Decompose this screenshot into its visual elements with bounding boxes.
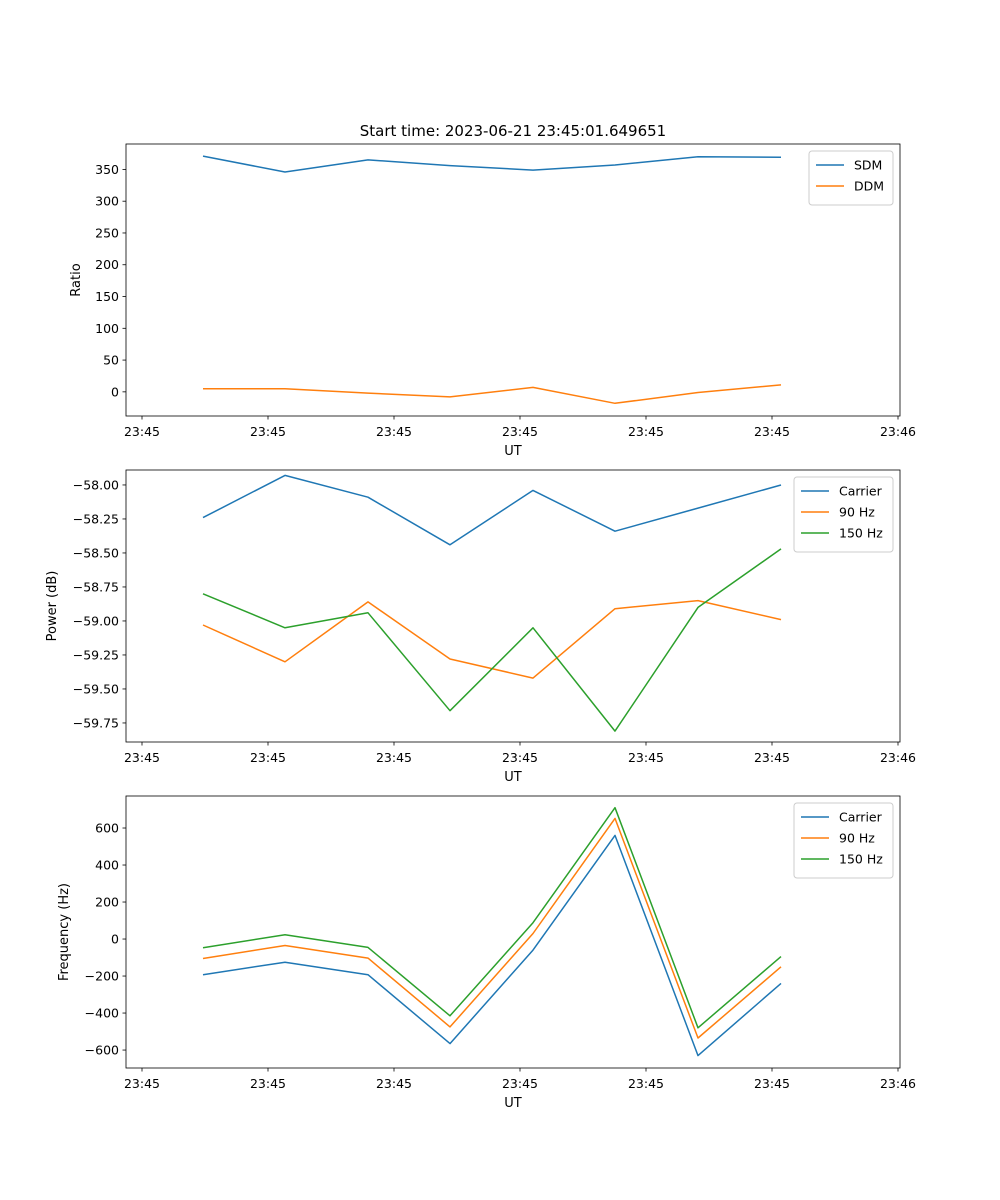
- y-tick-label: 300: [95, 194, 119, 209]
- figure-title: Start time: 2023-06-21 23:45:01.649651: [360, 122, 666, 140]
- y-tick-label: 150: [95, 289, 119, 304]
- x-tick-label: 23:45: [628, 1076, 664, 1091]
- series-line-90-hz: [202, 817, 782, 1039]
- x-tick-label: 23:45: [502, 1076, 538, 1091]
- x-tick-label: 23:46: [880, 1076, 916, 1091]
- subplot-1: 0 50 100 150 200 250 300 350 23:45 23:45 23:45 23:4…: [69, 143, 916, 459]
- series-line-sdm: [202, 155, 782, 173]
- series-line-carrier: [202, 834, 782, 1057]
- x-tick-label: 23:45: [376, 1076, 412, 1091]
- y-tick-label: −58.25: [73, 511, 119, 526]
- axes-frame: [125, 143, 901, 417]
- legend-entry: SDM: [854, 158, 882, 173]
- x-tick-label: 23:45: [754, 750, 790, 765]
- legend-entry: 150 Hz: [839, 852, 883, 867]
- x-axis-label: UT: [504, 1096, 522, 1111]
- x-tick-label: 23:46: [880, 424, 916, 439]
- x-axis-label: UT: [504, 444, 522, 459]
- series-line-ddm: [203, 384, 782, 405]
- legend-entry: 90 Hz: [839, 831, 875, 846]
- x-tick-label: 23:45: [376, 750, 412, 765]
- y-tick-label: 250: [95, 225, 119, 240]
- legend-entry: 90 Hz: [839, 505, 875, 520]
- legend-entry: Carrier: [839, 484, 883, 499]
- y-tick-label: 600: [95, 821, 119, 836]
- x-tick-label: 23:45: [628, 424, 664, 439]
- x-tick-label: 23:45: [376, 424, 412, 439]
- y-tick-label: −58.00: [73, 477, 119, 492]
- subplot-3: −600 −400 −200 0 200 400 600 23:45 23:45 23:45 23:…: [57, 795, 916, 1111]
- x-tick-label: 23:45: [250, 750, 286, 765]
- x-tick-label: 23:45: [754, 424, 790, 439]
- x-tick-label: 23:45: [628, 750, 664, 765]
- y-tick-label: 350: [95, 162, 119, 177]
- axes-frame: [125, 795, 901, 1069]
- axes-frame: [125, 469, 901, 743]
- series-line-150-hz: [202, 548, 782, 732]
- y-tick-label: 200: [95, 895, 119, 910]
- y-tick-label: −59.50: [73, 681, 119, 696]
- y-tick-label: 0: [111, 932, 119, 947]
- x-tick-label: 23:45: [502, 424, 538, 439]
- x-tick-label: 23:45: [250, 424, 286, 439]
- y-tick-label: −59.75: [73, 715, 119, 730]
- y-axis-label: Ratio: [69, 263, 84, 296]
- y-tick-label: −200: [85, 969, 119, 984]
- series-line-carrier: [202, 474, 782, 546]
- y-tick-label: 400: [95, 858, 119, 873]
- legend-entry: DDM: [854, 179, 884, 194]
- subplot-2: −59.75 −59.50 −59.25 −59.00 −58.75 −58.50 −58.…: [45, 469, 916, 785]
- legend-entry: Carrier: [839, 810, 883, 825]
- y-tick-label: 50: [103, 353, 119, 368]
- y-axis-label: Power (dB): [45, 571, 60, 642]
- x-tick-label: 23:46: [880, 750, 916, 765]
- x-tick-label: 23:45: [754, 1076, 790, 1091]
- x-tick-label: 23:45: [124, 424, 160, 439]
- x-axis-label: UT: [504, 770, 522, 785]
- legend-entry: 150 Hz: [839, 526, 883, 541]
- y-tick-label: −600: [85, 1043, 119, 1058]
- y-tick-label: 100: [95, 321, 119, 336]
- y-tick-label: −400: [85, 1006, 119, 1021]
- legend: Carrier 90 Hz 150 Hz: [793, 476, 894, 553]
- x-tick-label: 23:45: [502, 750, 538, 765]
- x-tick-label: 23:45: [124, 1076, 160, 1091]
- y-tick-label: 200: [95, 257, 119, 272]
- x-tick-label: 23:45: [124, 750, 160, 765]
- y-tick-label: 0: [111, 384, 119, 399]
- y-axis-label: Frequency (Hz): [57, 883, 72, 981]
- y-tick-label: −58.50: [73, 545, 119, 560]
- legend: SDM DDM: [808, 150, 894, 206]
- y-tick-label: −58.75: [73, 579, 119, 594]
- legend: Carrier 90 Hz 150 Hz: [793, 802, 894, 879]
- x-tick-label: 23:45: [250, 1076, 286, 1091]
- y-tick-label: −59.00: [73, 613, 119, 628]
- subplots: 0 50 100 150 200 250 300 350 23:45 23:45 23:45 23:4…: [45, 143, 916, 1111]
- y-tick-label: −59.25: [73, 647, 119, 662]
- series-line-150-hz: [202, 806, 782, 1029]
